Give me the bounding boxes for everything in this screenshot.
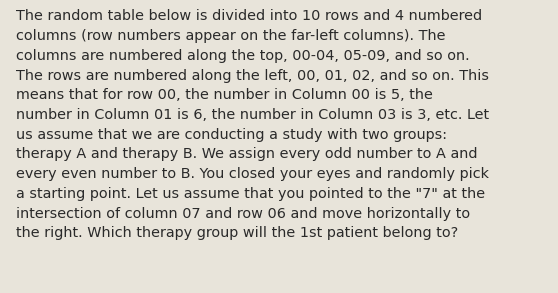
Text: The random table below is divided into 10 rows and 4 numbered
columns (row numbe: The random table below is divided into 1… bbox=[16, 9, 489, 240]
